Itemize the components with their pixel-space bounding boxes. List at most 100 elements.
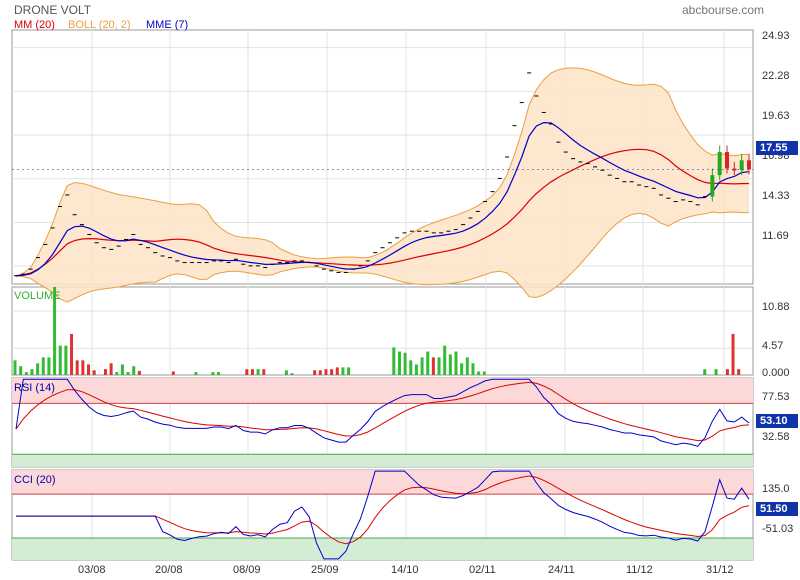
cci-tick-2: -51.03 [762,523,794,535]
volume-bar-74 [431,357,435,375]
volume-bar-48 [284,370,288,375]
price-tick-5: 14.33 [762,190,790,202]
volume-bar-10 [70,333,74,375]
volume-bar-22 [137,370,141,375]
volume-bar-72 [420,357,424,375]
volume-bar-57 [335,367,339,375]
volume-bar-14 [92,370,96,375]
volume-bar-83 [482,371,486,375]
volume-bar-19 [120,364,124,375]
cci-tick-1: 135.0 [762,483,790,495]
volume-bar-43 [256,369,260,375]
x-label-5: 14/10 [391,564,419,576]
x-label-1: 03/08 [78,564,106,576]
volume-bar-71 [414,364,418,375]
volume-bar-32 [194,372,198,375]
volume-bar-128 [737,369,741,375]
volume-bar-41 [245,369,249,375]
volume-bar-69 [403,352,407,375]
volume-bar-81 [471,363,475,375]
volume-bar-82 [477,371,481,375]
volume-bar-76 [443,345,447,375]
volume-bar-122 [703,369,707,375]
volume-bar-3 [30,369,34,375]
rsi-last-badge: 53.10 [756,414,798,428]
volume-bar-68 [397,351,401,375]
volume-bar-58 [341,367,345,375]
volume-bar-8 [58,345,62,375]
panel-frame-1 [11,286,754,376]
volume-bar-124 [714,369,718,375]
rsi-overbought-zone [12,378,753,404]
volume-bar-11 [75,360,79,375]
cci-overbought-zone [12,470,753,495]
cci-line [16,470,750,560]
rsi-tick-2: 32.58 [762,431,790,443]
candle-body-100 [747,160,751,170]
candle-body-99 [739,160,744,171]
x-label-6: 02/11 [469,564,496,576]
volume-bar-17 [109,363,113,375]
volume-tick-2: 4.57 [762,340,784,352]
volume-bar-55 [324,369,328,375]
x-label-2: 20/08 [155,564,183,576]
volume-bar-79 [460,363,464,375]
x-label-7: 24/11 [548,564,575,576]
volume-bar-77 [448,354,452,375]
candle-body-96 [717,152,722,176]
volume-bar-44 [262,369,266,375]
price-tick-6: 11.69 [762,230,789,242]
candle-body-95 [710,175,715,197]
cci-last-badge: 51.50 [756,502,798,516]
bollinger-band-fill [16,67,749,303]
volume-bar-59 [347,367,351,375]
volume-bar-42 [250,369,254,375]
volume-bar-7 [53,287,57,375]
volume-bar-6 [47,357,51,375]
price-tick-1: 24.93 [762,30,790,42]
price-last-badge: 17.55 [756,141,798,155]
candle-body-98 [732,168,737,171]
volume-bar-36 [217,372,221,375]
bollinger-lower-line [15,211,749,303]
rsi-title: RSI (14) [14,382,55,394]
volume-bar-78 [454,351,458,375]
x-label-8: 11/12 [626,564,653,576]
rsi-tick-1: 77.53 [762,391,790,403]
candle-body-97 [725,152,730,169]
volume-bar-75 [437,357,441,375]
volume-bar-56 [330,369,334,375]
volume-bar-54 [318,370,322,375]
volume-bar-21 [132,366,136,375]
volume-title: VOLUME [14,290,61,302]
volume-tick-1: 10.88 [762,301,790,313]
x-label-9: 31/12 [706,564,734,576]
rsi-oversold-zone [12,454,753,467]
volume-bar-28 [171,371,175,375]
volume-bar-127 [731,333,735,375]
bollinger-upper-line [15,67,750,277]
volume-bar-35 [211,372,215,375]
brand-name: abcbourse.com [682,3,765,17]
volume-bar-1 [19,366,23,375]
legend-mme: MME (7) [146,19,189,31]
volume-bar-67 [392,347,396,375]
volume-bar-16 [103,369,107,375]
volume-bar-5 [41,357,45,375]
volume-tick-3: 0.000 [762,367,790,379]
mme7-line [15,121,750,277]
x-label-3: 08/09 [233,564,261,576]
cci-title: CCI (20) [14,474,56,486]
volume-bar-70 [409,360,413,375]
volume-bar-53 [313,370,317,375]
volume-bar-49 [290,373,294,375]
volume-bar-9 [64,345,68,375]
volume-bar-18 [115,372,119,375]
volume-bar-13 [87,364,90,375]
stock-title: DRONE VOLT [14,3,92,17]
volume-bar-4 [36,363,40,375]
price-tick-3: 19.63 [762,110,790,122]
legend-boll: BOLL (20, 2) [68,19,131,31]
volume-bar-126 [725,369,729,375]
